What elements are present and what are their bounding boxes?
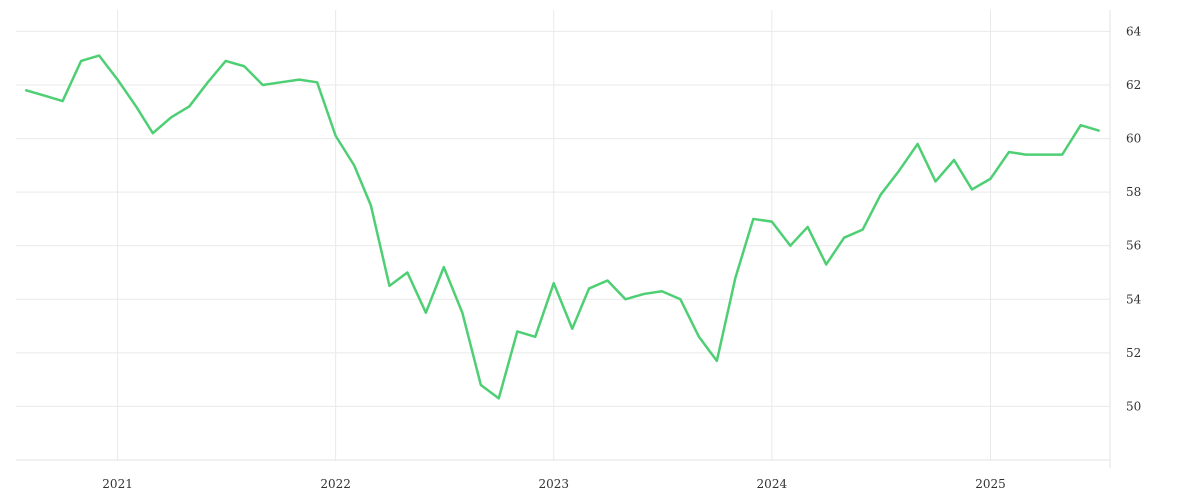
x-tick-label: 2024 (757, 477, 788, 491)
y-tick-label: 54 (1126, 292, 1142, 306)
axes (16, 10, 1111, 468)
x-tick-label: 2021 (102, 477, 133, 491)
y-tick-label: 52 (1126, 346, 1141, 360)
x-tick-label: 2023 (538, 477, 569, 491)
y-tick-label: 50 (1126, 399, 1141, 413)
y-tick-label: 60 (1126, 132, 1141, 146)
tick-labels: 50 52 54 56 58 60 62 64 2021 2022 2023 2024 2025 (102, 24, 1141, 491)
series-line (24, 54, 1100, 400)
series-layer (24, 54, 1100, 400)
y-tick-label: 64 (1126, 24, 1142, 38)
grid (16, 10, 1110, 460)
x-tick-label: 2022 (320, 477, 351, 491)
x-tick-label: 2025 (975, 477, 1006, 491)
y-tick-label: 58 (1126, 185, 1141, 199)
y-tick-label: 56 (1126, 239, 1141, 253)
y-tick-label: 62 (1126, 78, 1141, 92)
